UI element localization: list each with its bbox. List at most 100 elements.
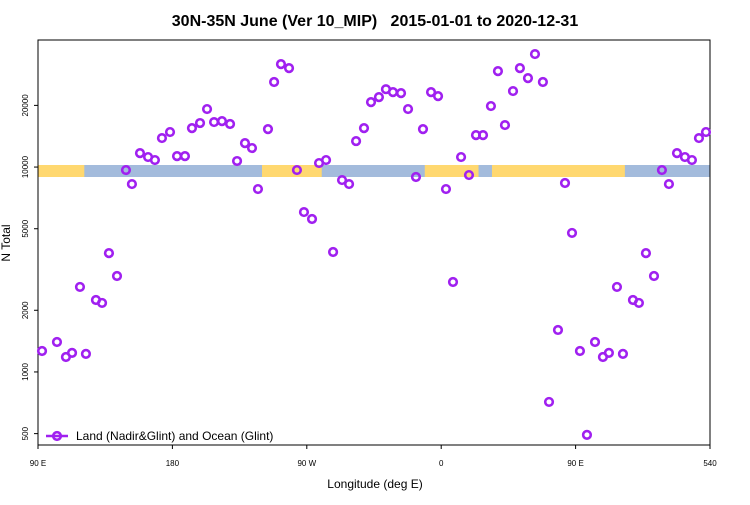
point <box>543 396 555 408</box>
point <box>208 116 220 128</box>
point <box>656 164 668 176</box>
point <box>633 297 645 309</box>
point <box>268 76 280 88</box>
point <box>224 118 236 130</box>
point <box>499 119 511 131</box>
y-tick-label: 1000 <box>21 362 30 380</box>
y-axis-title: N Total <box>0 224 13 261</box>
point <box>559 177 571 189</box>
point <box>648 270 660 282</box>
point <box>298 206 310 218</box>
point <box>402 103 414 115</box>
x-tick-label: 0 <box>439 459 444 468</box>
point <box>126 178 138 190</box>
point <box>80 348 92 359</box>
point <box>566 227 578 239</box>
point <box>529 48 541 60</box>
y-tick-label: 10000 <box>21 155 30 178</box>
point <box>507 85 519 97</box>
x-tick-label: 90 E <box>567 459 583 468</box>
y-tick-label: 500 <box>21 426 30 440</box>
point <box>156 132 168 144</box>
point <box>120 164 132 176</box>
point <box>246 142 258 154</box>
point <box>611 281 623 293</box>
point <box>343 178 355 190</box>
land-band <box>262 165 322 177</box>
point <box>477 130 489 141</box>
point <box>663 178 675 190</box>
point <box>492 65 504 77</box>
point <box>171 151 183 162</box>
point <box>186 123 198 134</box>
x-tick-label: 90 E <box>30 459 46 468</box>
point <box>239 137 251 149</box>
point <box>179 151 191 162</box>
point <box>74 281 86 293</box>
point <box>640 248 652 259</box>
point <box>103 248 115 259</box>
point <box>447 276 459 288</box>
y-tick-label: 20000 <box>21 94 30 117</box>
point <box>291 164 303 176</box>
x-tick-label: 540 <box>703 459 717 468</box>
point <box>306 213 318 225</box>
point <box>373 92 385 103</box>
point <box>581 429 593 440</box>
land-band <box>491 165 625 177</box>
point <box>589 336 601 348</box>
point <box>417 124 429 135</box>
point <box>671 147 683 159</box>
chart-title: 30N-35N June (Ver 10_MIP) 2015-01-01 to … <box>172 13 579 30</box>
point <box>350 135 362 147</box>
point <box>283 63 295 74</box>
point <box>231 155 243 167</box>
point <box>693 132 705 144</box>
x-tick-label: 90 W <box>297 459 316 468</box>
point <box>463 169 475 181</box>
point <box>36 345 48 357</box>
legend-marker <box>51 430 63 442</box>
point <box>432 91 444 102</box>
point <box>455 151 467 163</box>
point <box>358 123 370 134</box>
point <box>485 100 497 112</box>
point <box>252 183 264 195</box>
point <box>327 246 339 258</box>
point <box>275 59 287 70</box>
point <box>522 73 534 84</box>
point <box>262 124 274 135</box>
point <box>66 347 78 358</box>
x-axis-title: Longitude (deg E) <box>327 477 422 491</box>
point <box>574 345 586 357</box>
y-tick-label: 2000 <box>21 301 30 319</box>
point <box>320 154 332 166</box>
y-tick-label: 5000 <box>21 219 30 237</box>
x-tick-label: 180 <box>166 459 180 468</box>
point <box>194 117 206 129</box>
point <box>134 147 146 159</box>
point <box>96 297 108 309</box>
point <box>164 126 176 138</box>
point <box>440 183 452 195</box>
point <box>514 63 525 74</box>
point <box>617 348 629 359</box>
legend-label: Land (Nadir&Glint) and Ocean (Glint) <box>76 429 273 443</box>
point <box>425 86 437 98</box>
point <box>51 336 63 348</box>
point <box>149 154 161 166</box>
point <box>552 324 564 336</box>
point <box>201 103 213 115</box>
point <box>410 171 422 183</box>
point <box>686 154 698 166</box>
point <box>387 86 399 98</box>
point <box>395 87 407 99</box>
point <box>336 174 348 186</box>
point <box>603 347 615 358</box>
point <box>365 97 377 108</box>
land-band <box>38 165 85 177</box>
point <box>216 116 228 127</box>
plot-frame <box>37 39 711 446</box>
